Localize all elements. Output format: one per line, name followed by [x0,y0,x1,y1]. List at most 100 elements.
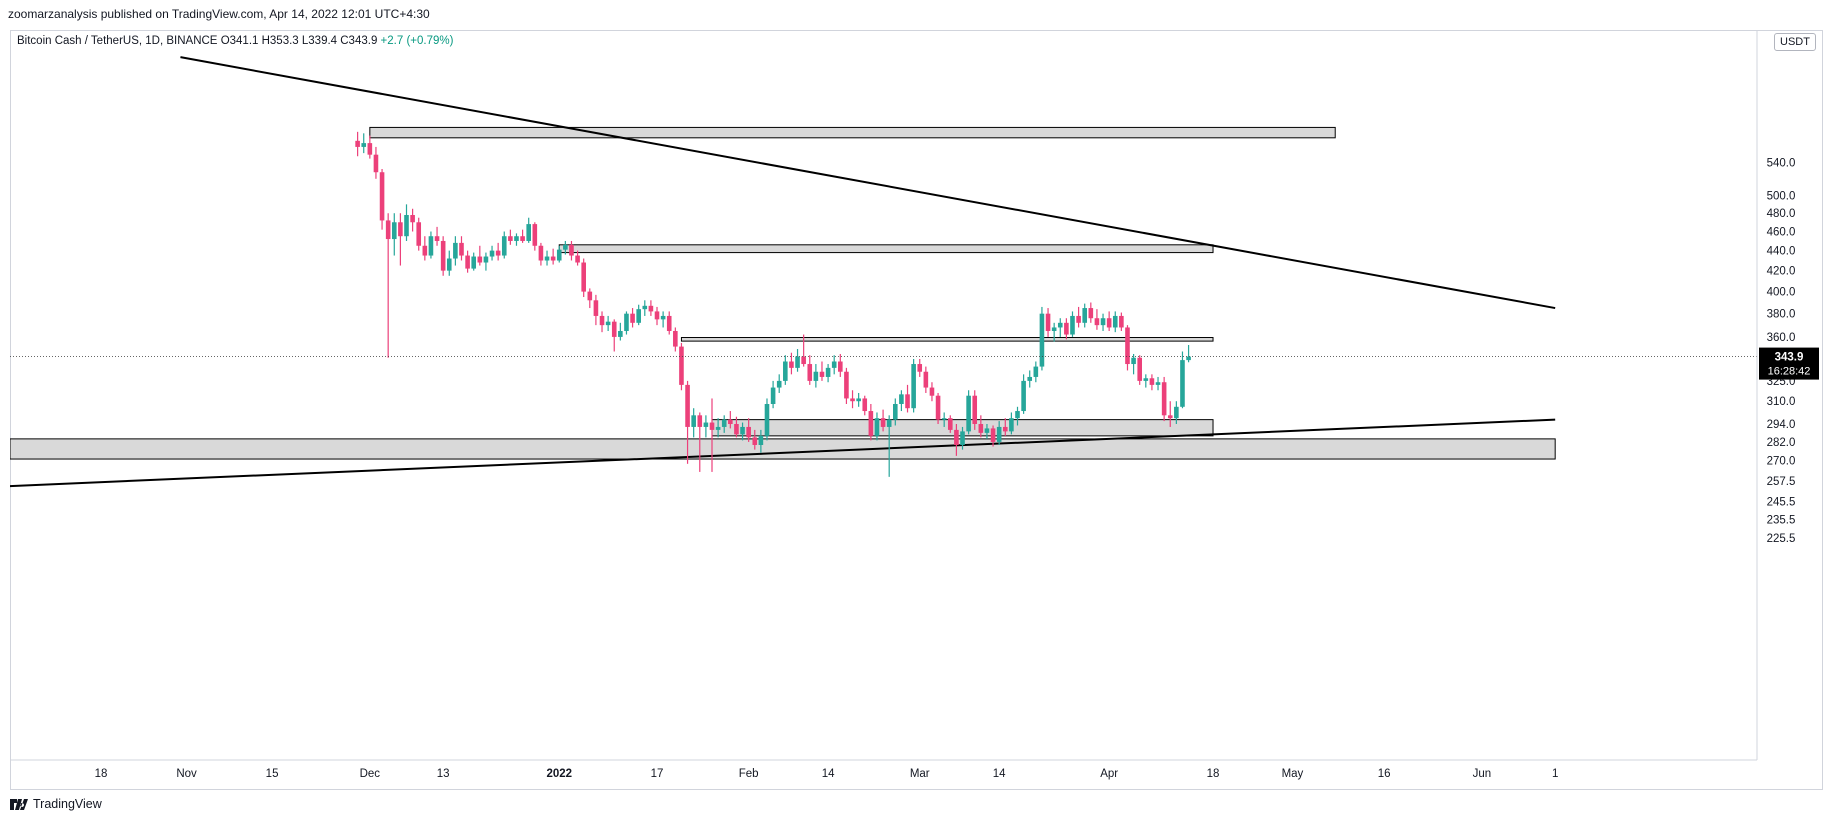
candle-body [1125,327,1130,365]
candle-body [752,437,758,445]
candle-body [691,415,696,427]
price-tick-label: 310.0 [1767,396,1796,408]
symbol-exchange: BINANCE [166,35,218,47]
candle-body [709,422,715,430]
price-tick-label: 480.0 [1767,208,1796,220]
change-value: +2.7 (+0.79%) [380,35,454,47]
candle-body [563,244,568,250]
candle-countdown-label: 16:28:42 [1768,366,1811,378]
candle-body [501,236,507,256]
candle-body [1021,380,1026,412]
candle-body [489,250,495,257]
chart-frame[interactable] [10,30,1823,790]
candle-body [1009,418,1014,432]
candle-body [960,431,965,445]
candle-body [404,215,409,237]
candle-body [587,291,593,301]
time-tick-label: 18 [95,768,108,780]
candle-body [1076,315,1081,323]
candle-body [899,394,904,405]
candle-body [819,371,825,377]
candle-body [373,154,379,173]
symbol-interval: 1D [145,35,160,47]
candle-body [789,361,794,368]
candle-body [923,371,929,388]
candle-body [1088,308,1094,319]
candle-body [831,361,837,368]
support-resistance-zone [680,337,1214,342]
candle-body [532,224,538,246]
candle-body [1027,376,1033,381]
candle-body [465,255,470,269]
candle-body [1051,327,1057,331]
candle-body [795,356,800,368]
candle-body [1015,411,1020,419]
candle-body [917,364,923,372]
candle-body [581,262,586,292]
candle-body [990,428,996,442]
candle-body [807,364,813,381]
price-tick-label: 460.0 [1767,227,1796,239]
candle-body [642,305,648,310]
candle-body [1143,378,1149,381]
currency-button[interactable]: USDT [1774,33,1816,51]
candle-body [893,404,898,420]
candle-body [569,244,574,256]
candle-body [703,422,709,427]
candle-body [838,361,843,372]
zones-layer [10,126,1556,460]
candle-body [520,236,525,241]
price-tick-label: 257.5 [1767,476,1796,488]
time-tick-label: 17 [651,768,664,780]
candle-body [764,404,770,436]
candle-body [483,256,489,263]
candle-body [1082,308,1088,323]
support-resistance-zone [558,244,1214,254]
trendlines-layer [10,56,1556,488]
candle-body [1137,357,1142,381]
candle-body [1149,378,1155,385]
time-tick-label: 14 [822,768,835,780]
candle-body [770,387,776,405]
candle-body [446,258,452,271]
candle-body [666,315,672,331]
time-tick-label: Feb [739,768,759,780]
price-tick-label: 270.0 [1767,456,1796,468]
candle-body [630,313,635,323]
candle-body [825,367,831,377]
candle-body [391,222,397,240]
axes-layer: 540.0 500.0 480.0 460.0 440.0 420.0 400.0 380.0… [10,30,1819,780]
price-tick-label: 235.5 [1767,514,1796,526]
price-tick-label: 360.0 [1767,332,1796,344]
trendline [180,56,1556,310]
candle-body [361,143,367,147]
candle-body [801,356,806,365]
candle-body [850,398,855,402]
symbol-legend[interactable]: Bitcoin Cash / TetherUS, 1D, BINANCE O34… [17,35,454,47]
candle-body [654,311,660,320]
price-tick-label: 294.0 [1767,419,1796,431]
candle-body [856,398,861,402]
candles-layer [355,131,1191,477]
candle-body [996,426,1002,442]
candle-body [459,242,464,256]
candle-body [434,236,440,241]
candle-body [715,426,721,430]
time-tick-label: May [1282,768,1304,780]
candle-body [734,424,739,435]
price-tick-label: 225.5 [1767,533,1796,545]
candle-body [660,315,666,320]
candle-body [697,415,703,427]
candle-body [844,371,849,399]
candle-body [1180,360,1185,407]
price-tick-label: 245.5 [1767,497,1796,509]
footer-brand[interactable]: TradingView [10,797,102,811]
time-tick-label: Apr [1100,768,1118,780]
candle-body [1002,426,1008,432]
candle-body [1131,357,1136,365]
candle-body [379,172,385,221]
candle-body [1112,315,1118,328]
time-tick-label: 16 [1378,768,1391,780]
candle-body [935,395,941,420]
